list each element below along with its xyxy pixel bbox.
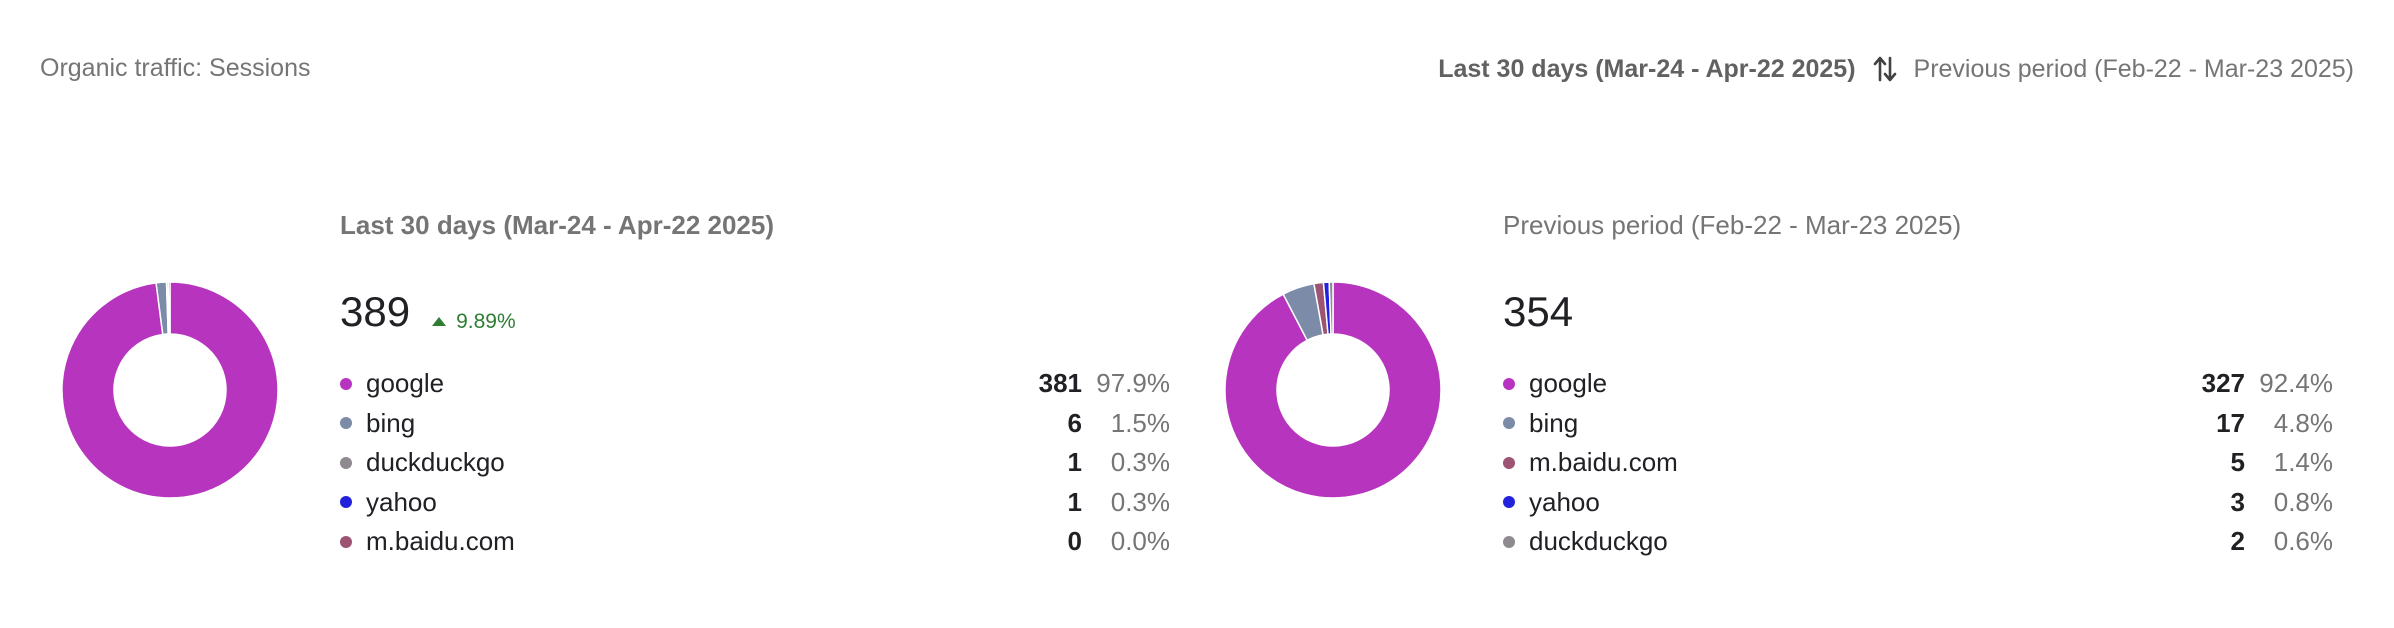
widget-title: Organic traffic: Sessions xyxy=(40,54,311,82)
legend-dot-icon xyxy=(340,417,352,430)
legend-dot-icon xyxy=(340,377,352,390)
source-count: 1 xyxy=(1067,486,1082,517)
previous-period-panel: Previous period (Feb-22 - Mar-23 2025) 3… xyxy=(1203,210,2353,590)
period-switch[interactable]: Last 30 days (Mar-24 - Apr-22 2025) Prev… xyxy=(1438,54,2354,84)
previous-sources-legend: google 327 92.4% bing 17 4.8% m.baidu.com 5 1.4%… xyxy=(1503,364,2333,562)
previous-period-heading: Previous period (Feb-22 - Mar-23 2025) xyxy=(1503,210,1962,240)
donut-slice-google[interactable] xyxy=(1224,281,1442,499)
legend-row-bing[interactable]: bing 6 1.5% xyxy=(340,404,1170,444)
previous-period-info: Previous period (Feb-22 - Mar-23 2025) 3… xyxy=(1503,210,2333,562)
source-count: 17 xyxy=(2216,407,2245,438)
source-name: m.baidu.com xyxy=(1529,447,1678,478)
source-percent: 0.3% xyxy=(1110,447,1170,478)
donut-slice-yahoo[interactable] xyxy=(167,281,171,335)
source-percent: 1.5% xyxy=(1110,407,1170,438)
legend-dot-icon xyxy=(340,535,352,548)
legend-row-google[interactable]: google 327 92.4% xyxy=(1503,364,2333,404)
source-count: 2 xyxy=(2230,526,2245,557)
legend-dot-icon xyxy=(340,456,352,469)
legend-dot-icon xyxy=(1503,496,1515,509)
previous-period-label[interactable]: Previous period (Feb-22 - Mar-23 2025) xyxy=(1913,54,2354,83)
source-name: google xyxy=(1529,368,1608,399)
current-sources-legend: google 381 97.9% bing 6 1.5% duckduckgo 1 0.3% ya… xyxy=(340,364,1170,562)
source-count: 3 xyxy=(2230,486,2245,517)
previous-period-donut-chart xyxy=(1224,281,1442,499)
legend-row-google[interactable]: google 381 97.9% xyxy=(340,364,1170,404)
source-name: bing xyxy=(366,407,416,438)
legend-row-yahoo[interactable]: yahoo 1 0.3% xyxy=(340,483,1170,523)
source-percent: 4.8% xyxy=(2273,407,2333,438)
source-name: duckduckgo xyxy=(366,447,505,478)
change-badge: 9.89% xyxy=(432,310,516,334)
legend-dot-icon xyxy=(1503,456,1515,469)
legend-row-duckduckgo[interactable]: duckduckgo 1 0.3% xyxy=(340,443,1170,483)
donut-slice-duckduckgo[interactable] xyxy=(1328,281,1334,335)
source-name: yahoo xyxy=(1529,486,1600,517)
current-total-row: 389 9.89% xyxy=(340,288,1170,342)
legend-row-duckduckgo[interactable]: duckduckgo 2 0.6% xyxy=(1503,522,2333,562)
source-count: 327 xyxy=(2201,368,2245,399)
source-count: 1 xyxy=(1067,447,1082,478)
source-percent: 0.8% xyxy=(2273,486,2333,517)
source-count: 6 xyxy=(1067,407,1082,438)
current-period-panel: Last 30 days (Mar-24 - Apr-22 2025) 389 … xyxy=(40,210,1190,590)
current-period-heading: Last 30 days (Mar-24 - Apr-22 2025) xyxy=(340,210,775,240)
current-period-donut-chart xyxy=(61,281,279,499)
source-percent: 97.9% xyxy=(1096,368,1170,399)
source-count: 5 xyxy=(2230,447,2245,478)
swap-vertical-icon[interactable] xyxy=(1872,54,1898,84)
legend-row-m-baidu-com[interactable]: m.baidu.com 5 1.4% xyxy=(1503,443,2333,483)
source-name: m.baidu.com xyxy=(366,526,515,557)
previous-total-sessions: 354 xyxy=(1503,288,1574,335)
current-period-info: Last 30 days (Mar-24 - Apr-22 2025) 389 … xyxy=(340,210,1170,562)
source-name: yahoo xyxy=(366,486,437,517)
previous-total-row: 354 xyxy=(1503,288,2333,342)
source-percent: 92.4% xyxy=(2259,368,2333,399)
donut-slice-google[interactable] xyxy=(61,281,279,499)
legend-row-m-baidu-com[interactable]: m.baidu.com 0 0.0% xyxy=(340,522,1170,562)
source-name: bing xyxy=(1529,407,1579,438)
source-count: 381 xyxy=(1038,368,1082,399)
source-percent: 0.6% xyxy=(2273,526,2333,557)
source-name: google xyxy=(366,368,445,399)
source-percent: 1.4% xyxy=(2273,447,2333,478)
legend-row-yahoo[interactable]: yahoo 3 0.8% xyxy=(1503,483,2333,523)
source-percent: 0.0% xyxy=(1110,526,1170,557)
legend-dot-icon xyxy=(1503,417,1515,430)
current-period-label[interactable]: Last 30 days (Mar-24 - Apr-22 2025) xyxy=(1438,54,1856,83)
source-count: 0 xyxy=(1067,526,1082,557)
legend-dot-icon xyxy=(1503,535,1515,548)
legend-dot-icon xyxy=(340,496,352,509)
arrow-up-icon xyxy=(432,317,447,326)
change-value: 9.89% xyxy=(456,309,516,333)
current-total-sessions: 389 xyxy=(340,288,411,335)
source-percent: 0.3% xyxy=(1110,486,1170,517)
legend-row-bing[interactable]: bing 17 4.8% xyxy=(1503,404,2333,444)
legend-dot-icon xyxy=(1503,377,1515,390)
source-name: duckduckgo xyxy=(1529,526,1668,557)
